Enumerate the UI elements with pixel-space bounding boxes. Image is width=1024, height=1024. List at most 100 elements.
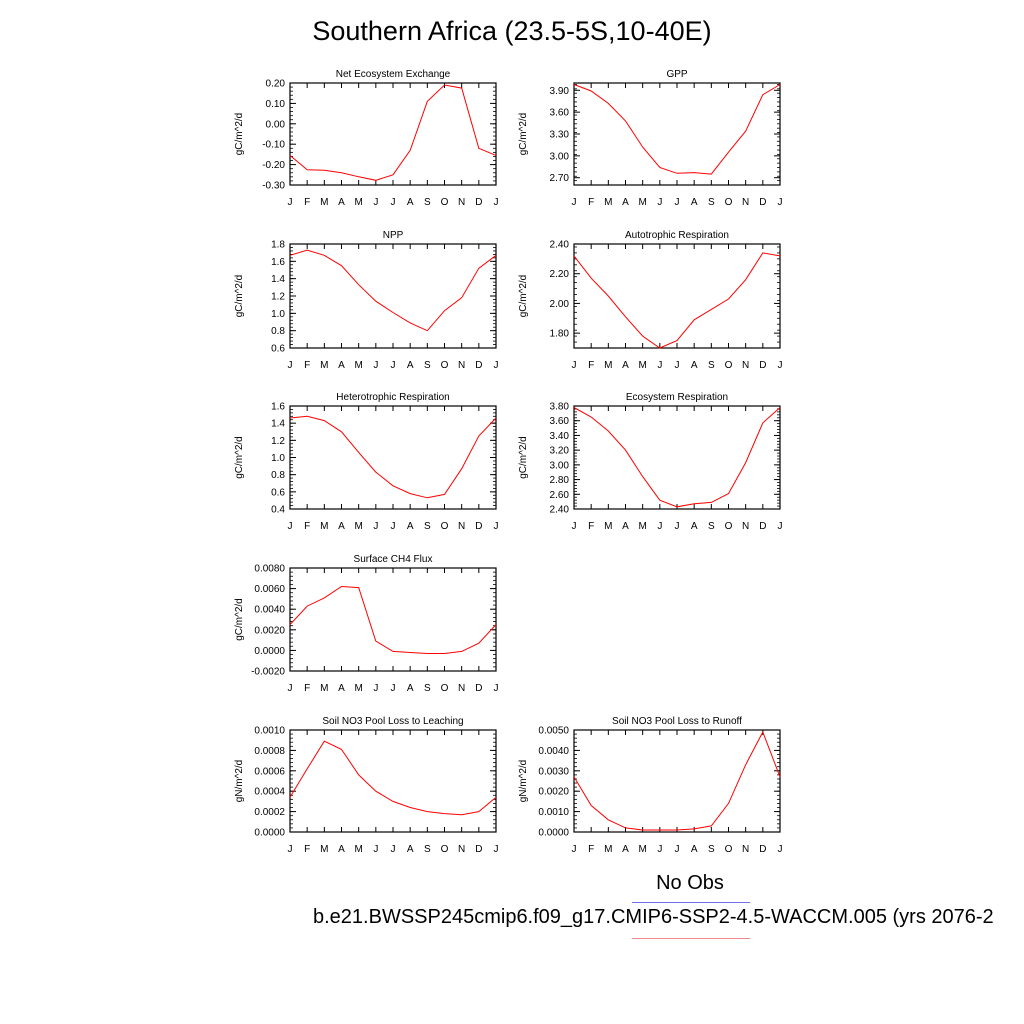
x-tick-label: J [373,197,378,208]
x-tick-label: A [691,360,698,371]
y-tick-label: 2.00 [550,299,570,310]
panel-title: Surface CH4 Flux [354,554,433,565]
x-tick-label: A [338,844,345,855]
y-tick-label: 0.6 [271,487,285,498]
legend-model-label: b.e21.BWSSP245cmip6.f09_g17.CMIP6-SSP2-4… [313,906,994,928]
x-tick-label: O [441,521,449,532]
y-axis-label: gC/m^2/d [234,436,245,479]
y-axis-label: gC/m^2/d [234,113,245,156]
series-line [289,585,497,654]
series-line [573,84,781,175]
x-tick-label: S [424,360,431,371]
x-tick-label: S [708,197,715,208]
x-tick-label: J [373,360,378,371]
x-tick-label: J [657,360,662,371]
y-tick-label: 1.4 [271,274,285,285]
x-tick-label: S [424,683,431,694]
x-tick-label: M [320,360,328,371]
y-tick-label: 1.8 [271,240,285,251]
x-tick-label: J [391,197,396,208]
y-tick-label: 2.40 [550,505,570,516]
x-tick-label: J [675,197,680,208]
series-line [289,415,497,499]
x-tick-label: J [391,521,396,532]
x-tick-label: A [407,521,414,532]
x-tick-label: J [288,360,293,371]
x-tick-label: A [622,197,629,208]
x-tick-label: J [288,683,293,694]
y-tick-label: 0.0002 [254,807,285,818]
legend-model-line [632,938,750,939]
x-tick-label: N [742,521,749,532]
y-tick-label: -0.20 [262,160,285,171]
x-tick-label: J [391,844,396,855]
x-tick-label: O [441,844,449,855]
x-tick-label: M [604,360,612,371]
series-line [289,84,497,181]
x-tick-label: M [638,521,646,532]
y-axis-label: gC/m^2/d [518,275,529,318]
x-tick-label: J [778,521,783,532]
panel-title: Soil NO3 Pool Loss to Runoff [612,716,742,727]
x-tick-label: F [304,360,310,371]
plot-frame [573,243,781,349]
x-tick-label: S [424,521,431,532]
y-tick-label: 2.60 [550,490,570,501]
x-tick-label: J [494,521,499,532]
x-tick-label: S [424,844,431,855]
y-axis-label: gC/m^2/d [234,275,245,318]
y-tick-label: 0.0006 [254,766,285,777]
x-tick-label: S [708,844,715,855]
x-tick-label: J [391,683,396,694]
x-tick-label: A [338,197,345,208]
y-tick-label: 0.0010 [254,726,285,737]
chart-panel-4: Autotrophic Respiration gC/m^2/d 2.40 2.20 2… [518,230,783,371]
x-tick-label: J [288,521,293,532]
x-tick-label: M [638,844,646,855]
y-tick-label: 3.00 [550,460,570,471]
panel-title: Autotrophic Respiration [625,230,729,241]
x-tick-label: M [604,521,612,532]
x-tick-label: M [354,197,362,208]
y-tick-label: 3.20 [550,446,570,457]
plot-frame [289,405,497,510]
plot-frame [289,243,497,349]
y-tick-label: 0.0080 [254,564,285,575]
y-tick-label: 0.8 [271,470,285,481]
chart-panel-9: Soil NO3 Pool Loss to Runoff gN/m^2/d 0.00… [518,716,783,855]
y-tick-label: 3.30 [550,130,570,141]
y-tick-label: 3.40 [550,431,570,442]
y-tick-label: 0.0040 [538,746,569,757]
x-tick-label: A [407,360,414,371]
x-tick-label: D [475,197,482,208]
x-tick-label: A [691,844,698,855]
panel-title: Ecosystem Respiration [626,392,728,403]
x-tick-label: F [304,683,310,694]
panel-title: Heterotrophic Respiration [336,392,449,403]
x-tick-label: J [675,360,680,371]
x-tick-label: O [441,683,449,694]
y-tick-label: -0.30 [262,181,285,192]
x-tick-label: M [354,844,362,855]
x-tick-label: J [778,197,783,208]
x-tick-label: N [458,683,465,694]
y-axis-label: gC/m^2/d [518,113,529,156]
x-tick-label: M [320,844,328,855]
y-tick-label: 2.70 [550,173,570,184]
y-tick-label: 0.8 [271,326,285,337]
y-tick-label: 1.0 [271,309,285,320]
plot-frame [289,567,497,672]
x-tick-label: O [725,844,733,855]
y-axis-label: gC/m^2/d [518,436,529,479]
chart-panel-5: Heterotrophic Respiration gC/m^2/d 1.6 1.4 1… [234,392,499,532]
x-tick-label: F [588,360,594,371]
x-tick-label: M [320,197,328,208]
x-tick-label: D [475,844,482,855]
x-tick-label: J [778,844,783,855]
x-tick-label: O [441,197,449,208]
panel-title: NPP [383,230,404,241]
x-tick-label: D [475,521,482,532]
